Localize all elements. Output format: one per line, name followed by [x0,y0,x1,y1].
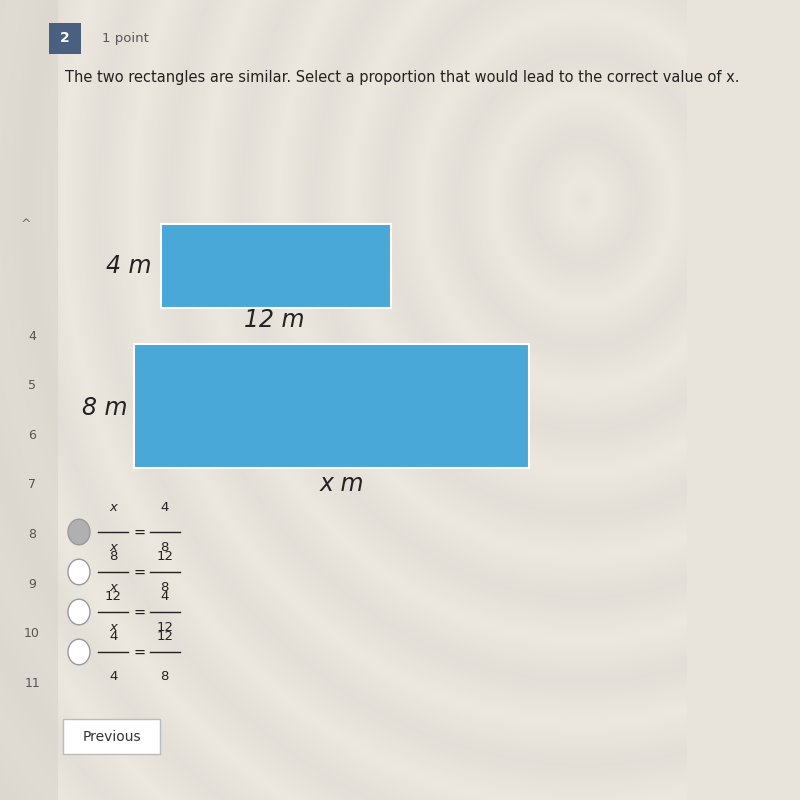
Text: Previous: Previous [82,730,142,744]
Text: x: x [110,502,118,514]
Text: 8: 8 [28,528,36,541]
Text: 12: 12 [156,550,174,562]
Text: The two rectangles are similar. Select a proportion that would lead to the corre: The two rectangles are similar. Select a… [66,70,740,86]
Circle shape [68,559,90,585]
Circle shape [68,519,90,545]
Text: 8: 8 [109,550,118,562]
Text: 4: 4 [109,670,118,682]
Text: 4: 4 [28,330,36,342]
Bar [0,0,58,800]
Text: x: x [110,542,118,554]
Text: ^: ^ [21,218,31,230]
Text: 8: 8 [161,542,169,554]
Text: =: = [134,565,146,579]
Text: 5: 5 [28,379,36,392]
Text: 10: 10 [24,627,40,640]
Text: 12: 12 [156,630,174,642]
Circle shape [68,599,90,625]
Text: 8: 8 [161,670,169,682]
Circle shape [68,639,90,665]
Text: =: = [134,645,146,659]
Text: =: = [134,605,146,619]
Bar [134,344,529,468]
Text: 4 m: 4 m [106,254,152,278]
Text: 7: 7 [28,478,36,491]
Text: 8 m: 8 m [82,396,128,420]
FancyBboxPatch shape [50,23,81,54]
Text: 4: 4 [109,630,118,642]
Text: x: x [110,622,118,634]
Text: 9: 9 [28,578,36,590]
Bar [162,224,391,308]
Text: x: x [110,582,118,594]
Text: 2: 2 [60,31,70,46]
Text: 12 m: 12 m [244,308,304,332]
Text: 6: 6 [28,429,36,442]
Text: x m: x m [319,472,364,496]
Text: 8: 8 [161,582,169,594]
Text: 4: 4 [161,502,169,514]
Text: 12: 12 [156,622,174,634]
Text: 4: 4 [161,590,169,602]
FancyBboxPatch shape [63,719,160,754]
Text: =: = [134,525,146,539]
Text: 11: 11 [24,677,40,690]
Text: 1 point: 1 point [102,32,149,45]
Text: 12: 12 [105,590,122,602]
